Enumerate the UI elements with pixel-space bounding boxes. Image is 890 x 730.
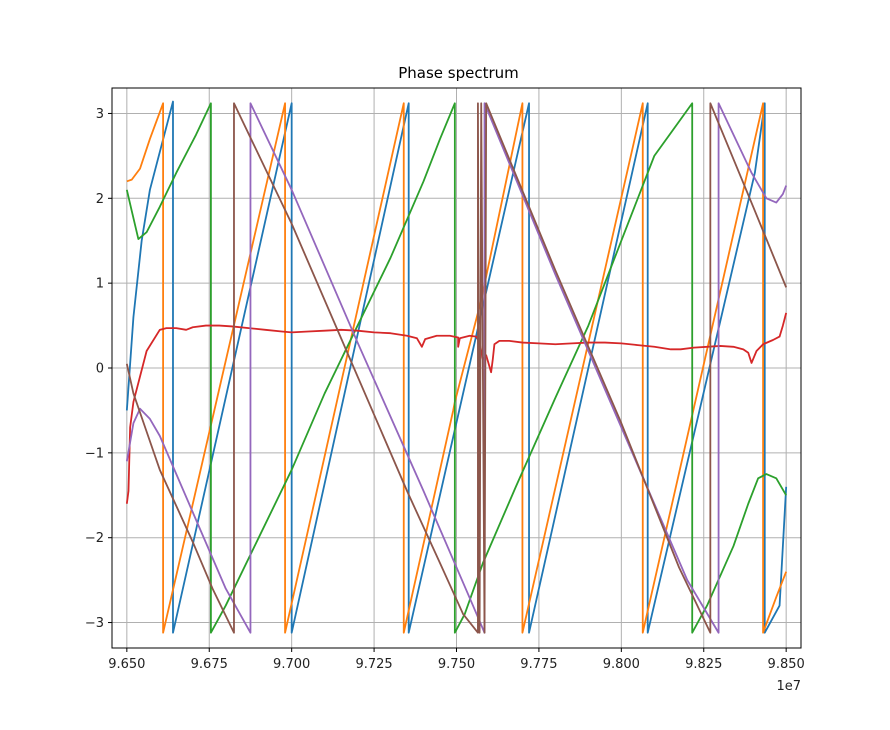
y-tick-label: −1 bbox=[85, 446, 104, 461]
x-axis-offset-label: 1e7 bbox=[776, 679, 801, 694]
plot-area bbox=[125, 100, 788, 634]
x-tick-label: 9.700 bbox=[273, 657, 310, 672]
x-tick-label: 9.650 bbox=[108, 657, 145, 672]
y-tick-label: 0 bbox=[96, 362, 104, 377]
x-tick-label: 9.775 bbox=[520, 657, 557, 672]
y-tick-label: −3 bbox=[85, 616, 104, 631]
series-line-1 bbox=[125, 100, 788, 634]
axis-ticks: 9.650 9.675 9.700 9.725 9.750 9.775 9.800 9.825… bbox=[85, 107, 805, 672]
x-tick-label: 9.675 bbox=[191, 657, 228, 672]
y-tick-label: 1 bbox=[96, 277, 104, 292]
series-line-4 bbox=[125, 312, 788, 504]
x-tick-label: 9.850 bbox=[768, 657, 805, 672]
series-line-6 bbox=[125, 102, 788, 634]
x-tick-label: 9.750 bbox=[438, 657, 475, 672]
grid bbox=[112, 88, 801, 648]
x-tick-label: 9.825 bbox=[685, 657, 722, 672]
x-tick-label: 9.725 bbox=[355, 657, 392, 672]
series-line-5 bbox=[125, 102, 788, 634]
series-line-3 bbox=[125, 102, 787, 634]
y-tick-label: 2 bbox=[96, 192, 104, 207]
y-tick-label: −2 bbox=[85, 531, 104, 546]
x-tick-label: 9.800 bbox=[603, 657, 640, 672]
y-tick-label: 3 bbox=[96, 107, 104, 122]
chart-title: Phase spectrum bbox=[398, 64, 519, 82]
series-line-2 bbox=[126, 102, 788, 634]
